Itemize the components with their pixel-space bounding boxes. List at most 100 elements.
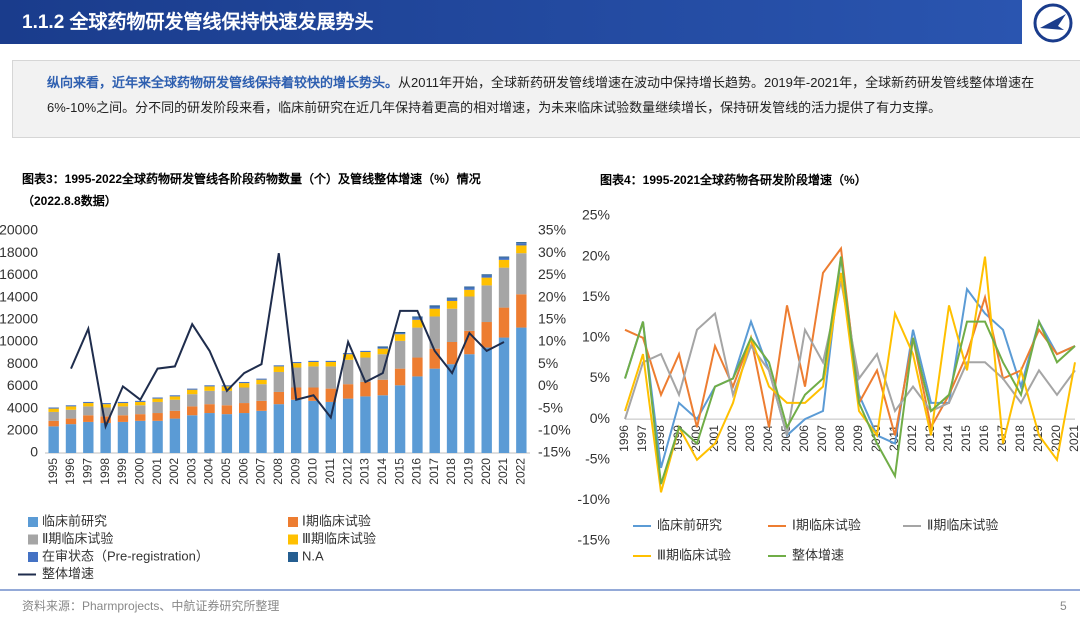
bar-segment: [498, 267, 510, 308]
x-tick-label: 2009: [288, 458, 302, 485]
y-tick-label: 25%: [582, 207, 610, 223]
x-tick-label: 1995: [46, 458, 60, 485]
x-tick-label: 2013: [923, 425, 937, 452]
x-tick-label: 2015: [959, 425, 973, 452]
bar-segment: [135, 405, 146, 415]
bar-segment: [169, 418, 181, 453]
bar-segment: [394, 368, 406, 386]
y-tick-label: -15%: [577, 532, 610, 548]
legend-swatch: [28, 552, 38, 562]
bar-segment: [464, 330, 475, 355]
x-tick-label: 1999: [115, 458, 129, 485]
x-tick-label: 2015: [392, 458, 406, 485]
bar-segment: [117, 421, 129, 453]
bar-segment: [481, 274, 492, 276]
y-tick-label: 6000: [7, 377, 38, 393]
bar-segment: [221, 385, 233, 387]
bar-segment: [65, 418, 77, 425]
page-number: 5: [1060, 599, 1067, 613]
bar-segment: [516, 294, 527, 328]
bar-segment: [446, 300, 458, 309]
bar-segment: [204, 404, 215, 414]
y-tick-label: 0: [30, 444, 38, 460]
bar-segment: [152, 401, 163, 414]
bar-segment: [152, 398, 163, 402]
chart-title: 图表3：1995-2022全球药物研发管线各阶段药物数量（个）及管线整体增速（%…: [22, 171, 481, 186]
bar-segment: [360, 396, 371, 453]
y-tick-label: 10%: [582, 329, 610, 345]
chart-subtitle: （2022.8.8数据）: [22, 193, 117, 208]
bar-segment: [412, 357, 423, 377]
y2-tick-label: 10%: [538, 333, 566, 349]
y2-tick-label: -15%: [538, 444, 571, 460]
bar-segment: [204, 413, 215, 453]
legend-label: Ⅲ期临床试验: [657, 547, 731, 562]
bar-segment: [65, 424, 77, 453]
bar-segment: [498, 256, 510, 258]
bar-segment: [308, 360, 319, 362]
bar-segment: [204, 385, 215, 387]
x-tick-label: 2002: [725, 425, 739, 452]
bar-segment: [377, 348, 388, 355]
x-tick-label: 2022: [514, 458, 528, 485]
bar-segment: [83, 406, 94, 416]
y-tick-label: 12000: [0, 311, 38, 327]
bar-segment: [65, 406, 77, 410]
bar-segment: [360, 351, 371, 358]
x-tick-label: 2005: [779, 425, 793, 452]
bar-segment: [342, 353, 354, 355]
y-tick-label: 20000: [0, 222, 38, 238]
bar-segment: [412, 376, 423, 453]
bar-segment: [273, 371, 285, 392]
legend-label: Ⅰ期临床试验: [792, 517, 861, 532]
x-tick-label: 2021: [1067, 425, 1080, 452]
x-tick-label: 2001: [150, 458, 164, 485]
bar-segment: [342, 359, 354, 385]
y-tick-label: 4000: [7, 399, 38, 415]
bar-segment: [65, 405, 77, 407]
x-tick-label: 1996: [63, 458, 77, 485]
bar-segment: [394, 340, 406, 369]
bar-segment: [256, 410, 267, 453]
bar-segment: [429, 305, 440, 307]
legend-label: 临床前研究: [42, 513, 107, 528]
bar-segment: [429, 368, 440, 453]
bar-segment: [204, 390, 215, 405]
bar-segment: [239, 413, 250, 453]
bar-segment: [429, 348, 440, 369]
bar-segment: [498, 337, 510, 453]
bar-segment: [239, 383, 250, 388]
series-line: [624, 256, 1076, 493]
x-tick-label: 2014: [941, 425, 955, 452]
bar-segment: [464, 286, 475, 288]
x-tick-label: 2019: [1031, 425, 1045, 452]
legend-label: 整体增速: [792, 547, 844, 562]
y-tick-label: 0%: [590, 410, 610, 426]
bar-segment: [377, 395, 388, 453]
bar-segment: [117, 401, 129, 404]
bar-segment: [256, 378, 267, 380]
bar-segment: [308, 361, 319, 367]
bar-segment: [429, 308, 440, 317]
bar-segment: [412, 319, 423, 328]
bar-segment: [221, 405, 233, 415]
bar-segment: [342, 354, 354, 360]
bar-segment: [498, 257, 510, 260]
bar-segment: [429, 306, 440, 309]
bar-segment: [290, 363, 302, 368]
bar-segment: [239, 387, 250, 404]
x-tick-label: 2005: [219, 458, 233, 485]
x-tick-label: 2020: [479, 458, 493, 485]
bar-segment: [446, 364, 458, 453]
bar-segment: [100, 423, 111, 453]
bar-segment: [325, 360, 336, 362]
bar-segment: [516, 327, 527, 453]
bar-segment: [239, 381, 250, 384]
bar-segment: [83, 415, 94, 422]
bar-segment: [290, 399, 302, 453]
bar-segment: [516, 242, 527, 244]
bullet-box: 纵向来看，近年来全球药物研发管线保持着较快的增长势头。从2011年开始，全球新药…: [12, 60, 1080, 138]
bar-segment: [464, 296, 475, 331]
y-tick-label: 8000: [7, 355, 38, 371]
